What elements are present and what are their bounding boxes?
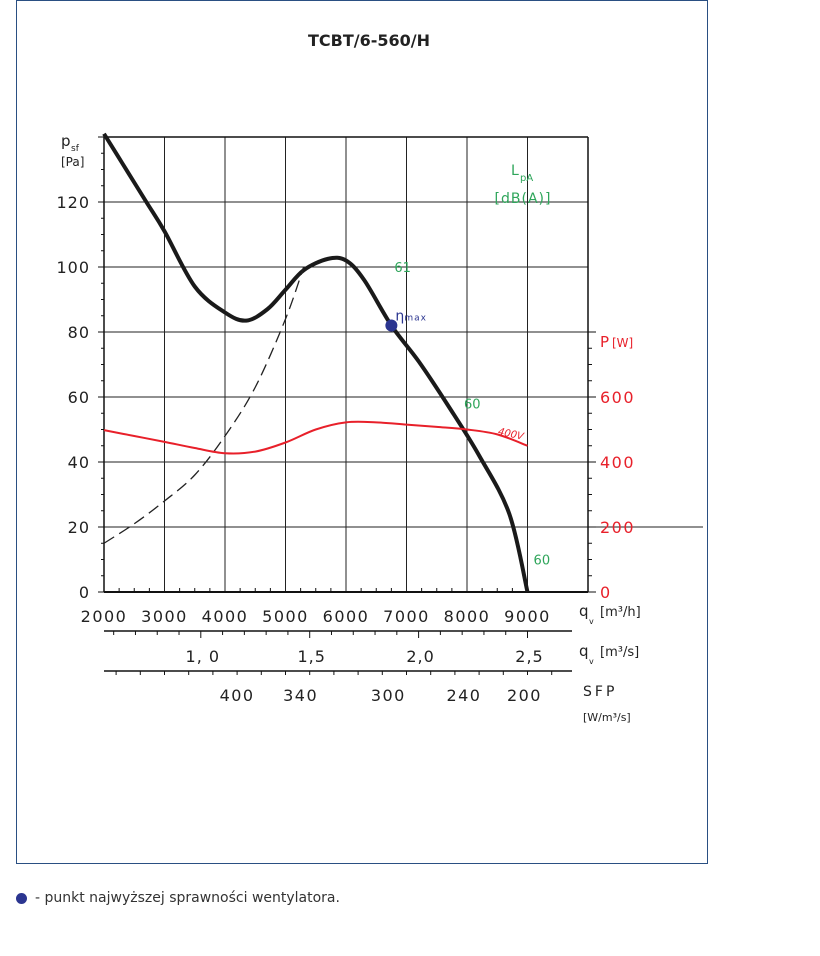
right-axis-unit: [W] [612,336,633,350]
x-tick-label: 9000 [504,607,551,626]
sfp-tick-label: 400 [220,686,255,705]
sfp-tick-label: 200 [507,686,542,705]
left-tick-label: 0 [79,583,90,602]
noise-level-label: 60 [534,554,551,569]
x-tick-label: 8000 [444,607,491,626]
axes [98,136,596,675]
left-tick-label: 80 [68,323,90,342]
m3s-tick-label: 2,0 [406,647,434,666]
sfp-unit: [W/m³/s] [583,711,631,724]
footnote-text: - punkt najwyższej sprawności wentylator… [35,890,340,906]
left-tick-label: 60 [68,388,90,407]
eta-max-label: η [395,309,404,325]
x-tick-label: 3000 [141,607,188,626]
power-curve [103,420,528,455]
m3s-tick-label: 2,5 [515,647,543,666]
noise-unit: [dB(A)] [495,191,552,207]
sfp-tick-label: 300 [371,686,406,705]
system-curve [103,266,305,544]
right-tick-label: 0 [600,583,612,602]
m3s-tick-label: 1, 0 [186,647,221,666]
left-tick-label: 120 [56,193,90,212]
x-axis-sub: v [589,617,594,626]
left-axis-unit: [Pa] [61,155,84,169]
chart-title: TCBT/6-560/H [308,31,430,50]
fan-performance-chart: TCBT/6-560/H 0 20 40 60 80 100 120 0 200 400 600 20… [56,31,703,724]
x-axis-m3s-unit: [m³/s] [600,645,639,660]
right-tick-label: 200 [600,518,635,537]
x-axis-unit: [m³/h] [600,605,641,620]
x-tick-label: 6000 [323,607,370,626]
eta-max-marker-icon [16,892,27,904]
left-tick-label: 20 [68,518,90,537]
tick-labels: 0 20 40 60 80 100 120 0 200 400 600 2000 3000 4000 500… [56,193,635,705]
sfp-tick-label: 340 [283,686,318,705]
x-tick-label: 4000 [202,607,249,626]
noise-symbol: L [511,163,519,179]
footnote: - punkt najwyższej sprawności wentylator… [16,890,340,906]
left-tick-label: 40 [68,453,90,472]
pressure-curve [102,132,530,593]
x-tick-label: 5000 [262,607,309,626]
eta-max-sub: max [404,314,427,324]
left-axis-symbol: p [61,132,71,150]
x-tick-label: 7000 [383,607,430,626]
noise-level-label: 60 [464,398,481,413]
right-axis-symbol: P [600,333,609,351]
eta-max-point [385,319,398,332]
x-tick-label: 2000 [81,607,128,626]
right-tick-label: 400 [600,453,635,472]
sfp-tick-label: 240 [446,686,481,705]
noise-sub: pA [520,173,533,184]
x-axis-m3s-symbol: q [579,642,589,660]
chart-frame [16,0,708,864]
noise-level-label: 61 [394,261,411,276]
x-axis-symbol: q [579,602,589,620]
left-tick-label: 100 [56,258,90,277]
m3s-tick-label: 1,5 [297,647,325,666]
right-tick-label: 600 [600,388,635,407]
x-axis-m3s-sub: v [589,657,594,666]
power-series-label: 400V [497,427,526,443]
sfp-label: SFP [583,684,617,700]
left-axis-sub: sf [71,144,80,154]
